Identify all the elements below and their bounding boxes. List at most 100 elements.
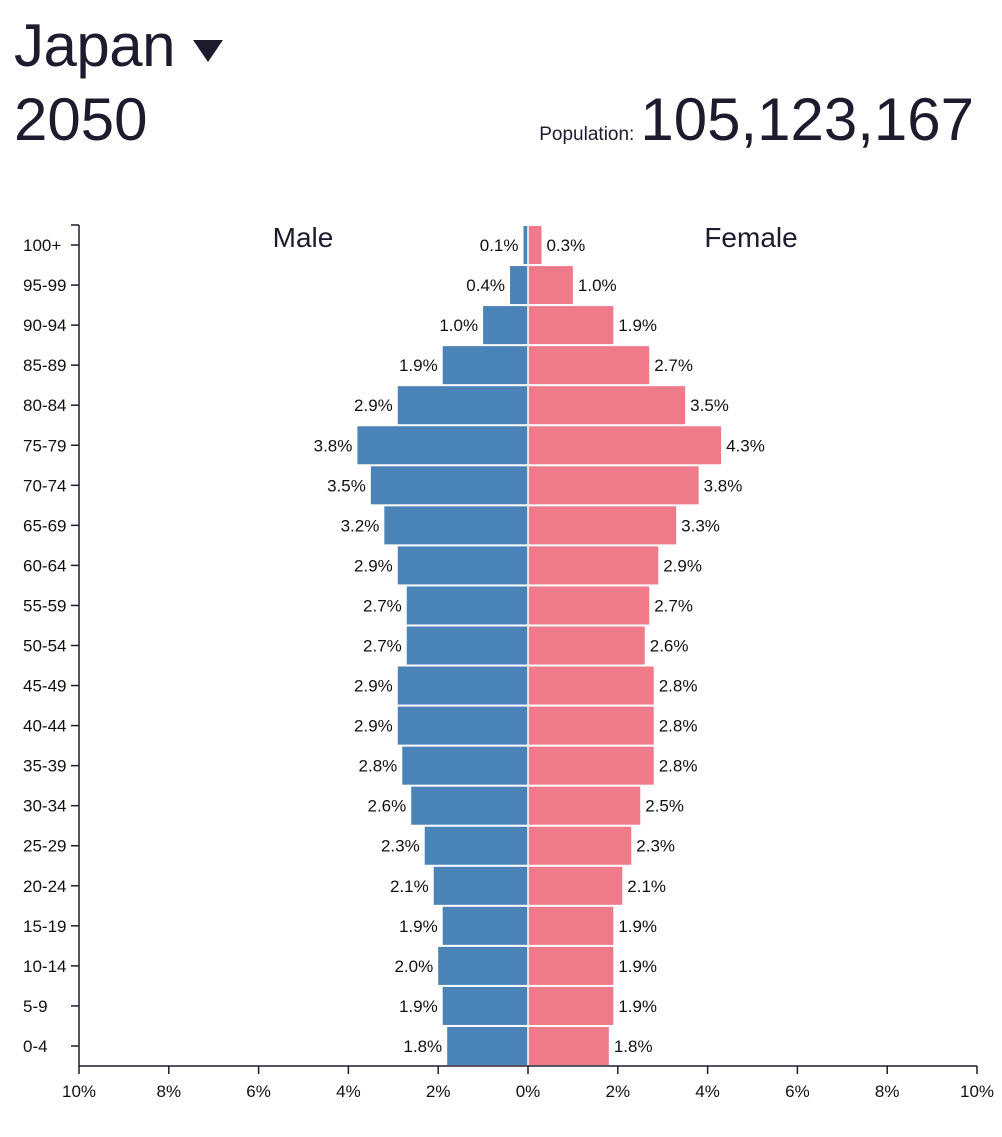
- value-label-male-60-64: 2.9%: [354, 556, 393, 575]
- value-label-male-90-94: 1.0%: [439, 316, 478, 335]
- value-label-female-50-54: 2.6%: [650, 637, 689, 656]
- value-label-male-15-19: 1.9%: [399, 917, 438, 936]
- bar-female-100+: [528, 226, 542, 265]
- y-tick-label-5-9: 5-9: [23, 997, 48, 1016]
- value-label-male-25-29: 2.3%: [381, 837, 420, 856]
- x-tick-label-0: 10%: [62, 1082, 96, 1101]
- value-label-male-30-34: 2.6%: [368, 797, 407, 816]
- value-label-female-15-19: 1.9%: [618, 917, 657, 936]
- value-label-female-65-69: 3.3%: [681, 516, 720, 535]
- x-tick-label-2: 6%: [246, 1082, 271, 1101]
- bar-male-100+: [523, 226, 528, 265]
- value-label-female-20-24: 2.1%: [627, 877, 666, 896]
- value-label-male-80-84: 2.9%: [354, 396, 393, 415]
- value-label-female-60-64: 2.9%: [663, 556, 702, 575]
- bar-male-20-24: [433, 866, 528, 905]
- value-label-female-5-9: 1.9%: [618, 997, 657, 1016]
- value-label-female-90-94: 1.9%: [618, 316, 657, 335]
- value-label-female-100+: 0.3%: [546, 236, 585, 255]
- country-name: Japan: [14, 12, 175, 79]
- value-label-male-95-99: 0.4%: [466, 276, 505, 295]
- value-label-female-40-44: 2.8%: [659, 717, 698, 736]
- year-title: 2050: [14, 86, 148, 153]
- value-label-female-0-4: 1.8%: [614, 1037, 653, 1056]
- value-label-male-70-74: 3.5%: [327, 476, 366, 495]
- bar-female-95-99: [528, 266, 573, 305]
- bar-male-80-84: [397, 386, 528, 425]
- country-selector[interactable]: Japan: [14, 10, 223, 82]
- value-label-male-35-39: 2.8%: [359, 757, 398, 776]
- value-label-male-0-4: 1.8%: [403, 1037, 442, 1056]
- value-label-male-20-24: 2.1%: [390, 877, 429, 896]
- bar-female-15-19: [528, 906, 614, 945]
- x-tick-label-7: 4%: [695, 1082, 720, 1101]
- bar-male-30-34: [411, 786, 528, 825]
- bar-female-60-64: [528, 546, 659, 585]
- y-tick-label-70-74: 70-74: [23, 476, 66, 495]
- series-label-female: Female: [704, 222, 797, 253]
- bar-male-60-64: [397, 546, 528, 585]
- bar-female-65-69: [528, 506, 677, 545]
- y-tick-label-50-54: 50-54: [23, 637, 66, 656]
- value-label-male-50-54: 2.7%: [363, 637, 402, 656]
- series-label-male: Male: [273, 222, 334, 253]
- y-tick-label-80-84: 80-84: [23, 396, 66, 415]
- bar-male-10-14: [438, 946, 528, 985]
- value-label-male-65-69: 3.2%: [341, 516, 380, 535]
- value-label-male-85-89: 1.9%: [399, 356, 438, 375]
- bar-female-40-44: [528, 706, 654, 745]
- x-tick-label-3: 4%: [336, 1082, 361, 1101]
- bar-female-70-74: [528, 466, 699, 505]
- y-tick-label-0-4: 0-4: [23, 1037, 48, 1056]
- bar-male-40-44: [397, 706, 528, 745]
- y-tick-label-75-79: 75-79: [23, 436, 66, 455]
- value-label-male-75-79: 3.8%: [314, 436, 353, 455]
- y-tick-label-65-69: 65-69: [23, 516, 66, 535]
- x-tick-label-6: 2%: [606, 1082, 631, 1101]
- population-display: Population: 105,123,167: [539, 84, 974, 156]
- value-label-male-45-49: 2.9%: [354, 677, 393, 696]
- bar-female-25-29: [528, 826, 632, 865]
- value-label-female-55-59: 2.7%: [654, 596, 693, 615]
- x-tick-label-4: 2%: [426, 1082, 451, 1101]
- y-tick-label-95-99: 95-99: [23, 276, 66, 295]
- y-tick-label-35-39: 35-39: [23, 757, 66, 776]
- bar-male-70-74: [370, 466, 528, 505]
- value-label-female-35-39: 2.8%: [659, 757, 698, 776]
- bar-female-80-84: [528, 386, 686, 425]
- value-label-female-95-99: 1.0%: [578, 276, 617, 295]
- value-label-male-100+: 0.1%: [480, 236, 519, 255]
- y-tick-label-25-29: 25-29: [23, 837, 66, 856]
- value-label-female-25-29: 2.3%: [636, 837, 675, 856]
- value-label-female-75-79: 4.3%: [726, 436, 765, 455]
- bar-female-20-24: [528, 866, 623, 905]
- bar-male-85-89: [442, 346, 528, 385]
- bar-male-25-29: [424, 826, 528, 865]
- population-value: 105,123,167: [640, 86, 974, 153]
- caret-down-icon[interactable]: [192, 40, 223, 62]
- bar-male-95-99: [510, 266, 528, 305]
- y-tick-label-85-89: 85-89: [23, 356, 66, 375]
- bar-male-15-19: [442, 906, 528, 945]
- bar-male-55-59: [406, 586, 528, 625]
- value-label-female-70-74: 3.8%: [704, 476, 743, 495]
- y-tick-label-100+: 100+: [23, 236, 61, 255]
- bar-female-90-94: [528, 306, 614, 345]
- bar-female-35-39: [528, 746, 654, 785]
- population-label: Population:: [539, 124, 635, 145]
- value-label-male-5-9: 1.9%: [399, 997, 438, 1016]
- x-tick-label-5: 0%: [516, 1082, 541, 1101]
- x-tick-label-8: 6%: [785, 1082, 810, 1101]
- y-tick-label-30-34: 30-34: [23, 797, 66, 816]
- value-label-female-80-84: 3.5%: [690, 396, 729, 415]
- x-tick-label-9: 8%: [875, 1082, 900, 1101]
- bar-female-5-9: [528, 986, 614, 1025]
- bar-female-10-14: [528, 946, 614, 985]
- bar-male-50-54: [406, 626, 528, 665]
- bar-male-75-79: [357, 426, 528, 465]
- value-label-male-10-14: 2.0%: [394, 957, 433, 976]
- bar-female-30-34: [528, 786, 641, 825]
- bar-male-45-49: [397, 666, 528, 705]
- x-tick-label-10: 10%: [960, 1082, 994, 1101]
